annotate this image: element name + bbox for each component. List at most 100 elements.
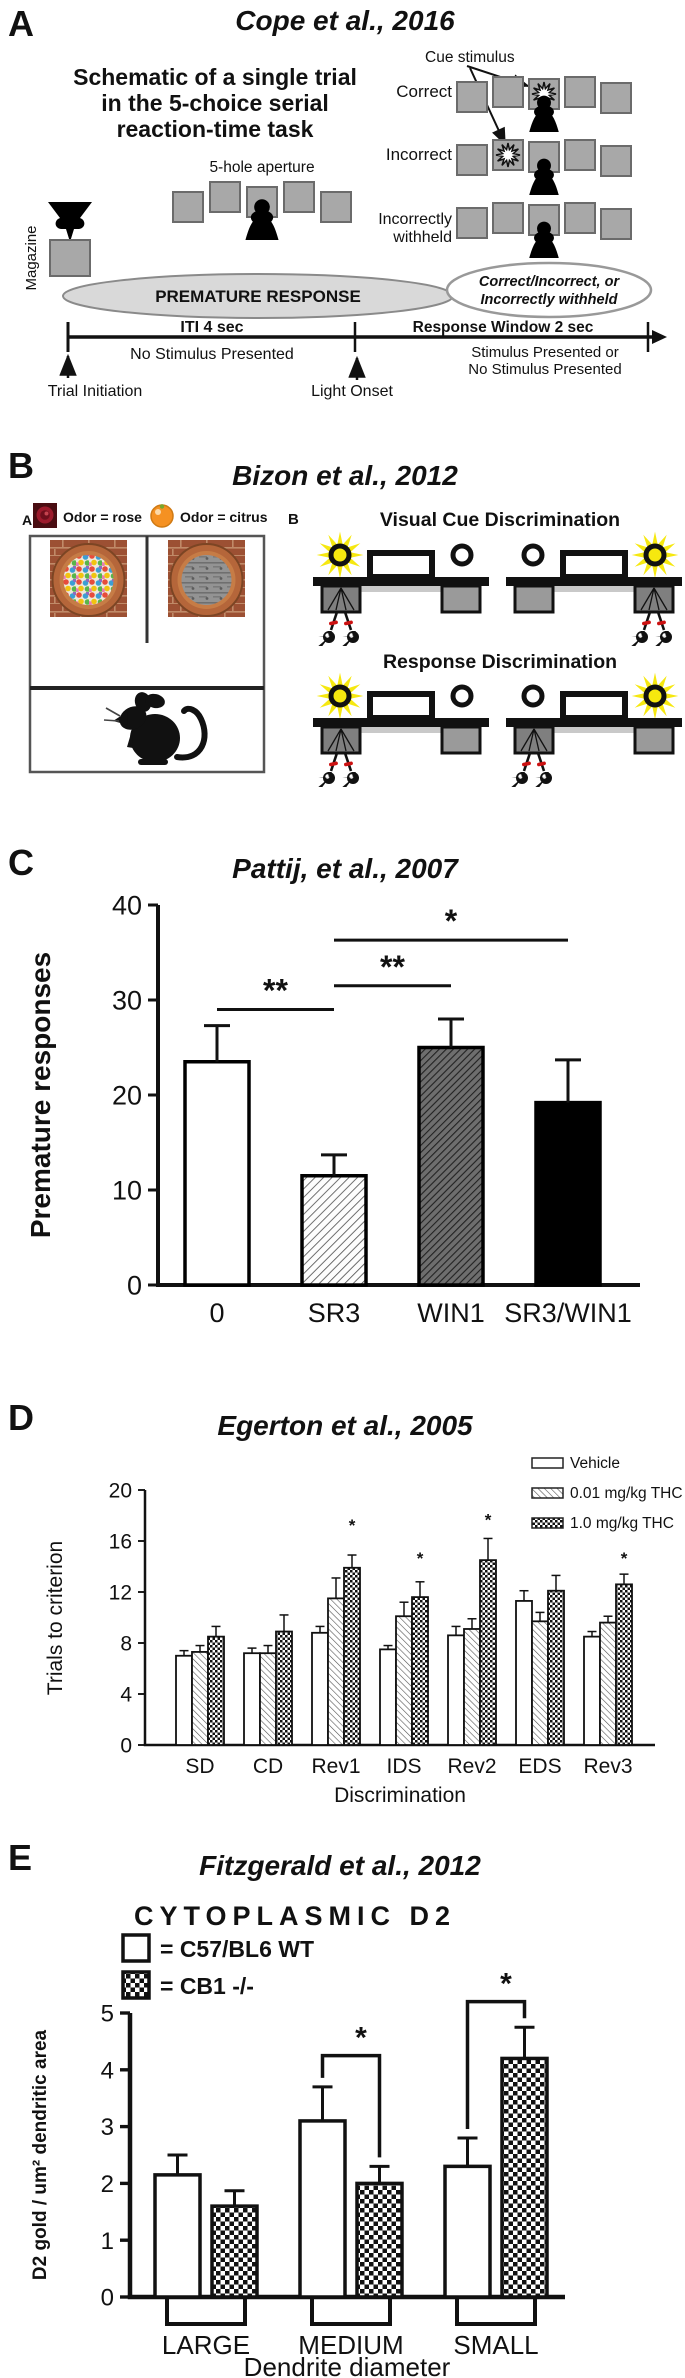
bar <box>243 1652 261 1746</box>
response-title: Response Discrimination <box>383 651 617 673</box>
bar <box>500 2056 549 2299</box>
y-tick-label: 20 <box>109 1480 132 1503</box>
tray-strip <box>345 586 457 592</box>
x-category-label: Rev2 <box>447 1755 496 1778</box>
reach-line <box>335 587 342 611</box>
panel-d-title: Egerton et al., 2005 <box>217 1410 473 1441</box>
bar <box>615 1583 633 1746</box>
y-tick-label: 1 <box>101 2228 114 2255</box>
significance-stars: ** <box>263 973 288 1009</box>
outcome-line1: Correct/Incorrect, or <box>479 274 621 290</box>
reach-line <box>340 728 355 752</box>
x-category-label: SR3/WIN1 <box>504 1298 632 1328</box>
response-hole <box>564 139 596 171</box>
operant-schematic <box>313 672 489 787</box>
gravel-pot-photo <box>168 540 245 617</box>
bar <box>183 1060 251 1287</box>
reach-line <box>640 587 655 611</box>
red-marker <box>522 761 531 767</box>
tray-strip <box>538 586 650 592</box>
response-hole <box>600 145 632 177</box>
incorrect-row <box>456 139 632 195</box>
operant-schematic <box>506 672 682 787</box>
y-tick-label: 8 <box>120 1633 132 1656</box>
bar <box>210 2204 259 2299</box>
rose-pot-photo <box>50 540 127 617</box>
trial-timeline: ITI 4 sec Response Window 2 sec No Stimu… <box>48 319 667 400</box>
bar <box>447 1634 465 1746</box>
light-onset-label: Light Onset <box>311 383 393 400</box>
schematic-title-line3: reaction-time task <box>117 116 314 142</box>
food-well <box>513 584 555 614</box>
schematic-title-line1: Schematic of a single trial <box>73 64 357 90</box>
bar <box>379 1648 397 1746</box>
center-divider <box>367 550 435 580</box>
magazine-icon <box>48 202 92 242</box>
red-marker <box>344 761 353 767</box>
claw-spike <box>631 636 642 637</box>
claw-spike <box>351 631 356 637</box>
withheld-label-line2: withheld <box>392 229 452 246</box>
significance-star: * <box>417 1549 424 1568</box>
y-tick-label: 4 <box>101 2057 114 2084</box>
x-category-label: CD <box>253 1755 283 1778</box>
bar <box>479 1559 497 1746</box>
significance-star: * <box>485 1511 492 1530</box>
odor-arena-box <box>28 534 266 774</box>
significance-star: * <box>355 2022 367 2055</box>
legend-swatch-cb1 <box>121 1970 151 2000</box>
panel-b: B Bizon et al., 2012 A Odor = rose Odor … <box>8 445 682 787</box>
operant-schematic <box>506 531 682 646</box>
bar <box>547 1589 565 1746</box>
group-bracket <box>455 2299 537 2326</box>
claw-spike <box>535 777 546 778</box>
magazine-square <box>49 239 91 277</box>
sub-a-label: A <box>22 512 32 528</box>
response-hole <box>456 207 488 239</box>
bar <box>298 2119 347 2299</box>
center-divider <box>367 691 435 721</box>
bar <box>343 1566 361 1746</box>
active-food-well <box>320 584 362 614</box>
trial-initiation-label: Trial Initiation <box>48 383 143 400</box>
five-hole-label: 5-hole aperture <box>209 159 314 176</box>
tray-strip <box>345 727 457 733</box>
significance-bracket <box>465 1999 527 2129</box>
schematic-title: Schematic of a single trial in the 5-cho… <box>73 64 357 142</box>
cue-stimulus-label: Cue stimulus <box>425 49 515 66</box>
reach-line <box>648 587 655 611</box>
response-hole <box>528 204 560 236</box>
y-tick-label: 2 <box>101 2171 114 2198</box>
panel-d-legend: Vehicle 0.01 mg/kg THC 1.0 mg/kg THC <box>531 1455 683 1532</box>
table-bar <box>506 577 682 586</box>
claw-spike <box>351 772 356 778</box>
response-hole <box>492 202 524 234</box>
visual-cue-title: Visual Cue Discrimination <box>380 509 620 531</box>
table-bar <box>313 577 489 586</box>
x-category-label: SR3 <box>308 1298 361 1328</box>
reach-line <box>340 728 347 752</box>
claw-spike <box>544 772 549 778</box>
response-hole <box>456 144 488 176</box>
y-tick-label: 0 <box>101 2285 114 2312</box>
significance-star: * <box>349 1516 356 1535</box>
y-tick-label: 0 <box>127 1271 142 1301</box>
bar <box>411 1596 429 1746</box>
panel-e-ylabel: D2 gold / um² dendritic area <box>30 2029 51 2280</box>
panel-e-title: Fitzgerald et al., 2012 <box>199 1850 481 1881</box>
unlit-light-icon <box>450 543 474 567</box>
correct-row <box>456 76 632 132</box>
incorrect-label: Incorrect <box>386 145 452 164</box>
food-well <box>633 725 675 755</box>
bar <box>207 1635 225 1746</box>
legend-label-cb1: = CB1 -/- <box>160 1973 254 1999</box>
claw-spike <box>655 636 666 637</box>
legend-label-high-thc: 1.0 mg/kg THC <box>570 1515 674 1532</box>
claw-spike <box>535 778 546 787</box>
bar <box>311 1631 329 1746</box>
x-category-label: SD <box>185 1755 214 1778</box>
bar <box>417 1045 485 1287</box>
bar <box>534 1100 602 1287</box>
